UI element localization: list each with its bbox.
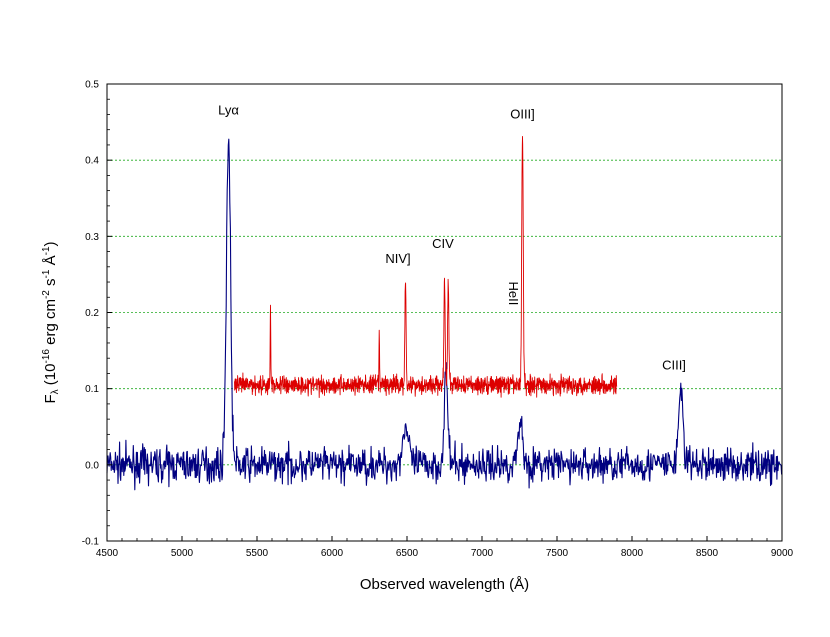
y-tick-label: 0.2 [85, 308, 99, 319]
x-tick-label: 5500 [246, 548, 269, 559]
y-tick-label: 0.5 [85, 80, 99, 91]
line-label: NIV] [385, 251, 410, 266]
y-title-mid1: erg cm [42, 299, 59, 349]
y-title-exp4: -1 [41, 246, 52, 255]
series-layer [106, 135, 783, 491]
x-tick-label: 7500 [546, 548, 569, 559]
line-label: CIV [432, 236, 454, 251]
y-tick-label: 0.0 [85, 460, 99, 471]
y-tick-label: 0.3 [85, 232, 99, 243]
y-tick-label: 0.4 [85, 156, 99, 167]
y-tick-label: -0.1 [82, 537, 100, 548]
x-tick-label: 8000 [621, 548, 644, 559]
x-tick-label: 8500 [696, 548, 719, 559]
y-title-mid2: s [42, 278, 59, 290]
y-axis-title: Fλ (10-16 erg cm-2 s-1 Å-1) [41, 241, 61, 403]
x-tick-label: 5000 [171, 548, 194, 559]
y-title-exp2: -2 [41, 290, 52, 299]
y-title-exp3: -1 [41, 269, 52, 278]
line-label: OIII] [510, 106, 535, 121]
x-axis-title: Observed wavelength (Å) [360, 576, 529, 593]
line-label: CIII] [662, 358, 686, 373]
x-tick-label: 6000 [321, 548, 344, 559]
axis-ticks: 4500 5000 5500 6000 6500 7000 7500 8000 8500 9000… [82, 80, 794, 560]
spectrum-line-red [234, 135, 618, 398]
line-annotations: Lyα OIII] CIV NIV] HeII CIII] [218, 102, 686, 372]
y-title-open: (10 [42, 364, 59, 390]
x-tick-label: 6500 [396, 548, 419, 559]
y-title-exp1: -16 [41, 349, 52, 364]
x-tick-label: 7000 [471, 548, 494, 559]
line-label: HeII [506, 282, 521, 306]
y-title-close: ) [42, 241, 59, 246]
y-tick-label: 0.1 [85, 384, 99, 395]
y-title-mid3: Å [42, 255, 59, 269]
y-title-lambda: λ [50, 389, 61, 394]
x-tick-label: 4500 [96, 548, 119, 559]
spectrum-line-blue [106, 138, 783, 491]
x-tick-label: 9000 [771, 548, 794, 559]
y-title-f: F [42, 394, 59, 403]
line-label: Lyα [218, 102, 239, 117]
